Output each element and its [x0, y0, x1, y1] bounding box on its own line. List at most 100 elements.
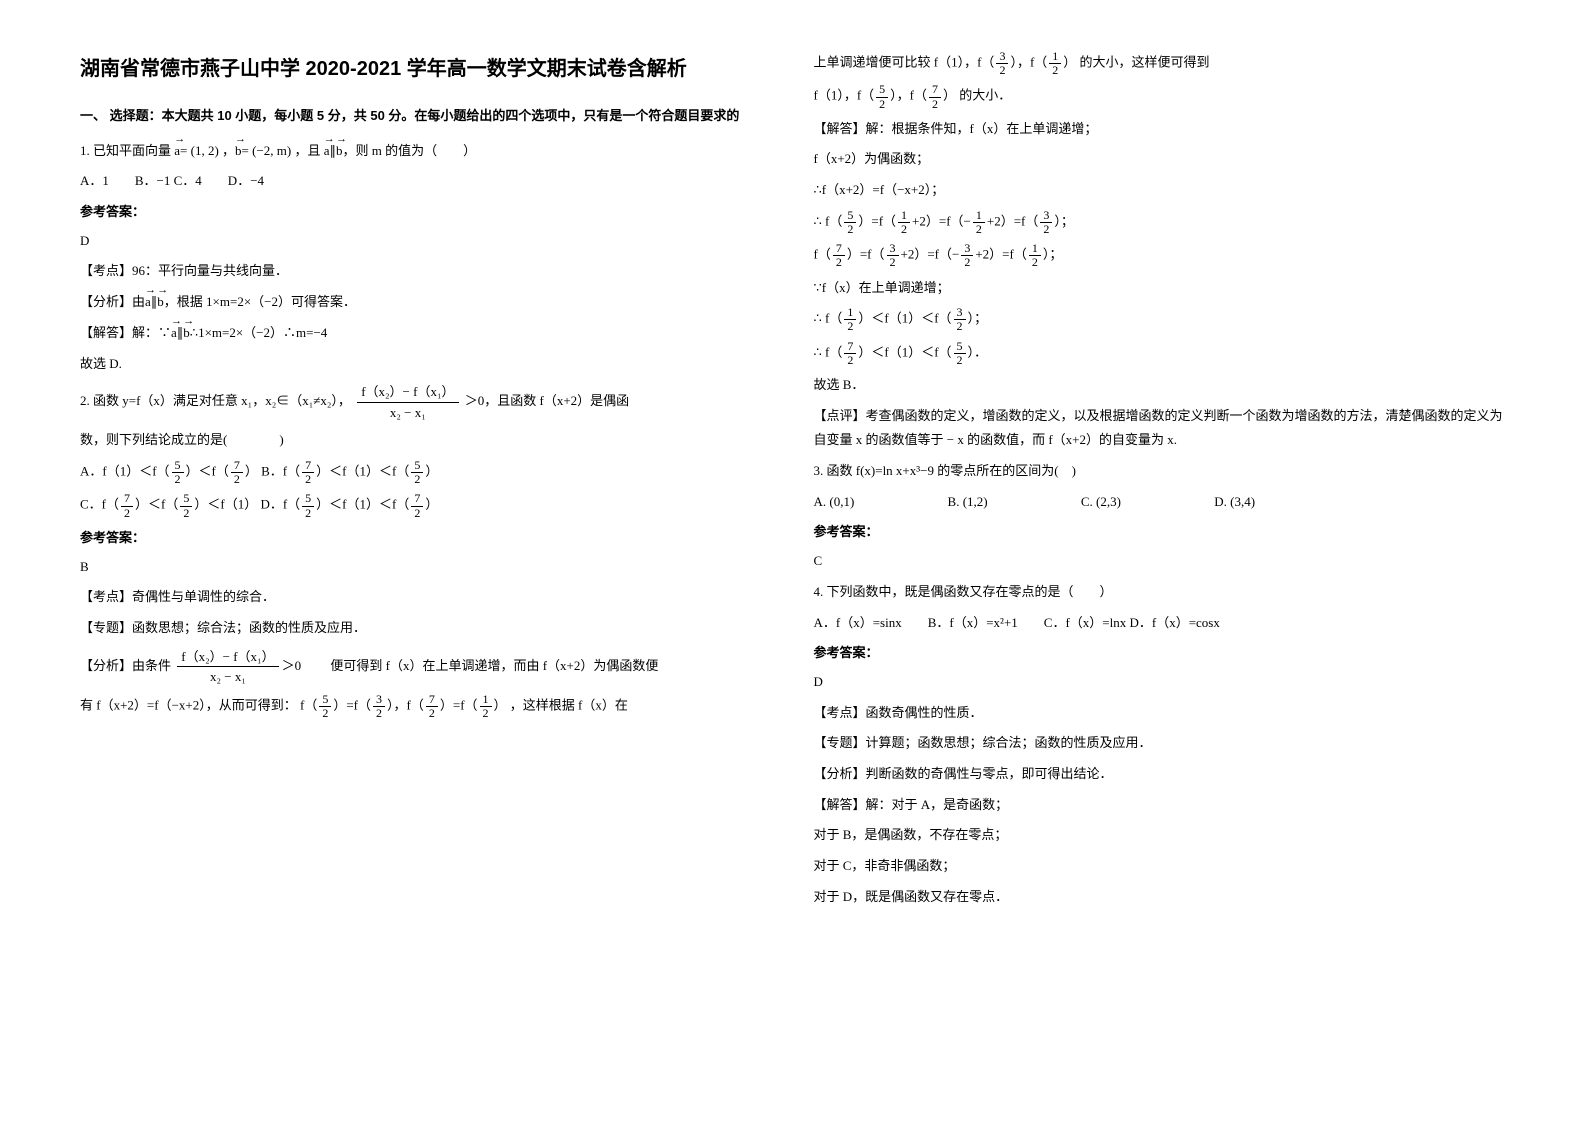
f: 2	[973, 223, 985, 236]
f: 2	[1040, 223, 1052, 236]
q1-cond: ，则 m 的值为（ ）	[343, 143, 477, 158]
c2jd5e: ）	[1043, 247, 1050, 262]
q2-optCD: C．f（72）＜f（52）＜f（1） D．f（52）＜f（1）＜f（72）	[80, 492, 774, 519]
f: 2	[954, 354, 966, 367]
c2jd8d: ）	[968, 344, 975, 359]
q2oa3: ） B．f（	[245, 464, 300, 479]
q2-fx2: 有 f（x+2）=f（−x+2），从而可得到： f（52）=f（32），f（72…	[80, 693, 774, 720]
c2jd5d: +2）=f（	[975, 247, 1027, 262]
c2jd5c: +2）=f（−	[901, 247, 960, 262]
f: 2	[1029, 256, 1041, 269]
q4-ans: D	[814, 670, 1508, 695]
f: 2	[844, 354, 856, 367]
q2-zt: 【专题】函数思想；综合法；函数的性质及应用．	[80, 616, 774, 641]
q1-jd-suf: ∴1×m=2×（−2）∴m=−4	[190, 325, 327, 340]
q2oa4: ）＜f（1）＜f（	[316, 464, 409, 479]
f: 3	[954, 306, 966, 320]
q2fxd: 有 f（x+2）=f（−x+2），从而可得到：	[80, 697, 297, 712]
q1-jd-pre: 【解答】解：∵	[80, 325, 171, 340]
q1-opts: A．1 B．−1 C．4 D．−4	[80, 169, 774, 194]
q2-stem: 2. 函数 y=f（x）满足对任意 x₁，x₂∈（x₁≠x₂）， f（x₂）− …	[80, 382, 774, 453]
c2jd4e: +2）=f（	[987, 213, 1039, 228]
c2jd7d: ）	[968, 311, 975, 326]
q3c: C. (2,3)	[1081, 490, 1121, 515]
q1-fx-pre: 【分析】由	[80, 294, 145, 309]
f: 1	[1049, 50, 1061, 64]
f: 3	[961, 242, 973, 256]
c2jd4c: ）=f（	[858, 213, 896, 228]
c2l2: f（1），f（52），f（72） 的大小．	[814, 83, 1508, 110]
f: 7	[833, 242, 845, 256]
q4-opts: A．f（x）=sinx B．f（x）=x²+1 C．f（x）=lnx D．f（x…	[814, 611, 1508, 636]
f: 2	[426, 707, 438, 720]
q3-ans: C	[814, 549, 1508, 574]
c2l2a: f（1），f（	[814, 88, 875, 103]
q2fxe: ，这样根据 f（x）在	[510, 697, 628, 712]
q1-ans-label: 参考答案：	[80, 200, 774, 225]
f: 5	[876, 83, 888, 97]
c2l1b: 的大小，这样便可得到	[1080, 55, 1210, 70]
f: 2	[302, 473, 314, 486]
vec-a: a	[174, 139, 180, 164]
q2-fx: 【分析】由条件 f（x₂）− f（x₁） x₂ − x₁ ＞0 便可得到 f（x…	[80, 647, 774, 687]
c2jd4a: ∴	[814, 213, 822, 228]
f: 5	[180, 492, 192, 506]
q2oc5: ）	[425, 497, 438, 512]
c2jd5a: f（	[814, 247, 831, 262]
c2jd4: ∴ f（52）=f（12+2）=f（−12+2）=f（32）；	[814, 209, 1508, 236]
f: 1	[973, 209, 985, 223]
q2oc2: ）＜f（	[135, 497, 178, 512]
f: 2	[411, 473, 423, 486]
q2-kd: 【考点】奇偶性与单调性的综合．	[80, 585, 774, 610]
q2oc4: ）＜f（1）＜f（	[316, 497, 409, 512]
right-column: 上单调递增便可比较 f（1），f（32），f（12） 的大小，这样便可得到 f（…	[794, 50, 1528, 1072]
c2jd6: ∵f（x）在上单调递增；	[814, 276, 1508, 301]
f: 5	[319, 693, 331, 707]
vec-b: b	[235, 139, 242, 164]
c2jd8a: ∴	[814, 344, 822, 359]
f: 2	[319, 707, 331, 720]
q1-kd: 【考点】96：平行向量与共线向量．	[80, 259, 774, 284]
f: 7	[426, 693, 438, 707]
c2jd4f: ）	[1054, 213, 1061, 228]
q2fxb: ＞0	[282, 658, 302, 673]
c2jd9: 故选 B．	[814, 373, 1508, 398]
q2-ans-label: 参考答案：	[80, 526, 774, 551]
vec-b4: b	[183, 321, 190, 346]
f: 3	[887, 242, 899, 256]
c2l2b: ），f（	[890, 88, 927, 103]
vec-b2: b	[336, 139, 343, 164]
f: 1	[480, 693, 492, 707]
f: 2	[887, 256, 899, 269]
f: 2	[411, 507, 423, 520]
f: 2	[929, 98, 941, 111]
c2jd7c: ）＜f（1）＜f（	[858, 311, 951, 326]
q1-stem: 1. 已知平面向量 a= (1, 2) ，b= (−2, m) ，且 a∥b，则…	[80, 139, 774, 164]
f: 2	[996, 64, 1008, 77]
c2jd3: ∴f（x+2）=f（−x+2）；	[814, 178, 1508, 203]
f: 5	[411, 459, 423, 473]
q4-jd3: 对于 C，非奇非偶函数；	[814, 854, 1508, 879]
f: 1	[1029, 242, 1041, 256]
f: 2	[480, 707, 492, 720]
c2l2d: 的大小．	[959, 88, 1011, 103]
vec-a4: a	[171, 321, 177, 346]
f: 2	[172, 473, 184, 486]
q4-zt: 【专题】计算题；函数思想；综合法；函数的性质及应用．	[814, 731, 1508, 756]
c2jd8: ∴ f（72）＜f（1）＜f（52）．	[814, 340, 1508, 367]
c2jd4b: f（	[825, 213, 842, 228]
c2jd5: f（72）=f（32+2）=f（−32+2）=f（12）；	[814, 242, 1508, 269]
f: 2	[954, 320, 966, 333]
q1-ans: D	[80, 229, 774, 254]
f: 7	[302, 459, 314, 473]
c2dp: 【点评】考查偶函数的定义，增函数的定义，以及根据增函数的定义判断一个函数为增函数…	[814, 404, 1508, 453]
f: 3	[996, 50, 1008, 64]
q2oc1: C．f（	[80, 497, 119, 512]
f: 5	[302, 492, 314, 506]
f: 2	[844, 223, 856, 236]
f: 2	[876, 98, 888, 111]
q3b: B. (1,2)	[948, 490, 988, 515]
q4-fx: 【分析】判断函数的奇偶性与零点，即可得出结论．	[814, 762, 1508, 787]
f: 1	[898, 209, 910, 223]
f: 7	[121, 492, 133, 506]
